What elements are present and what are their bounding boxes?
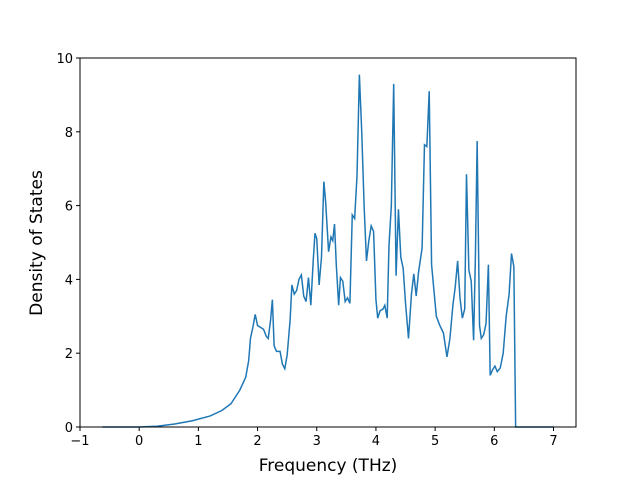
x-tick-label: 6 <box>490 434 498 449</box>
x-tick-label: 0 <box>135 434 143 449</box>
y-tick-label: 2 <box>65 347 73 362</box>
y-tick-label: 0 <box>65 421 73 436</box>
x-tick-label: 1 <box>194 434 202 449</box>
x-tick-label: 2 <box>253 434 261 449</box>
y-axis-label: Density of States <box>27 170 47 316</box>
axes-frame <box>79 57 577 428</box>
y-tick-label: 4 <box>65 273 73 288</box>
x-tick-label: −1 <box>70 434 89 449</box>
x-tick-label: 3 <box>313 434 321 449</box>
x-tick-label: 4 <box>372 434 380 449</box>
line <box>102 74 554 428</box>
y-tick-label: 10 <box>56 52 73 67</box>
x-tick-label: 5 <box>431 434 439 449</box>
x-axis-label: Frequency (THz) <box>259 456 398 476</box>
x-tick-label: 7 <box>549 434 557 449</box>
y-tick-label: 6 <box>65 200 73 215</box>
y-tick-label: 8 <box>65 126 73 141</box>
